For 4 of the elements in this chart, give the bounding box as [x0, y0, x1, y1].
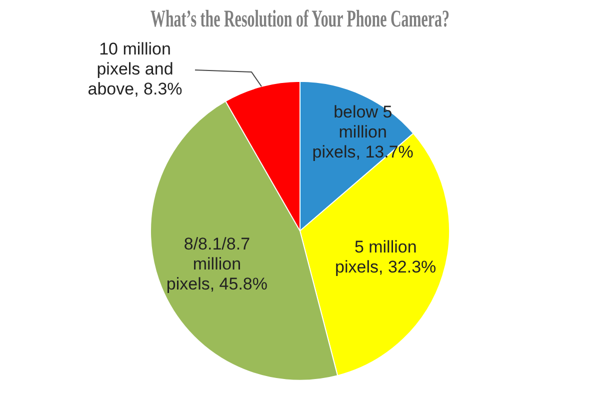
chart-title: What’s the Resolution of Your Phone Camera? [150, 6, 450, 33]
slice-label: 5 million pixels, 32.3% [335, 237, 436, 276]
slice-label: 10 million pixels and above, 8.3% [88, 40, 182, 99]
slice-label: 8/8.1/8.7 million pixels, 45.8% [166, 234, 268, 294]
